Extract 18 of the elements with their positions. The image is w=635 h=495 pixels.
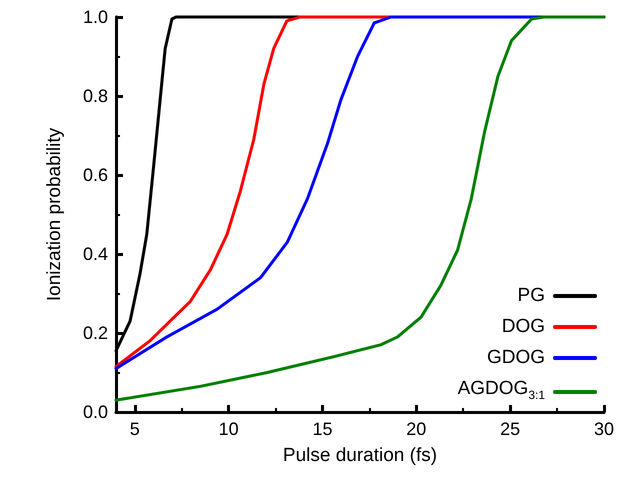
legend-label: AGDOG$_{3:1}$ [458,377,545,404]
y-tick-label: 0.0 [82,402,108,422]
y-tick-label: 0.6 [82,165,108,185]
x-tick-label: 25 [500,419,520,439]
legend-label: PG [518,284,545,308]
x-tick-label: 15 [312,419,332,439]
x-tick-label: 10 [218,419,239,439]
y-tick-label: 1.0 [82,7,108,27]
x-tick-label: 30 [594,419,614,439]
y-tick-label: 0.8 [82,86,108,106]
y-axis-title: Ionization probability [44,127,65,302]
x-tick-label: 5 [130,419,140,439]
y-tick-label: 0.2 [82,323,108,343]
x-axis-title: Pulse duration (fs) [282,445,438,466]
legend-label: GDOG [486,346,545,370]
y-tick-label: 0.4 [82,244,108,264]
legend-label: DOG [502,315,545,340]
x-tick-label: 20 [406,419,426,439]
